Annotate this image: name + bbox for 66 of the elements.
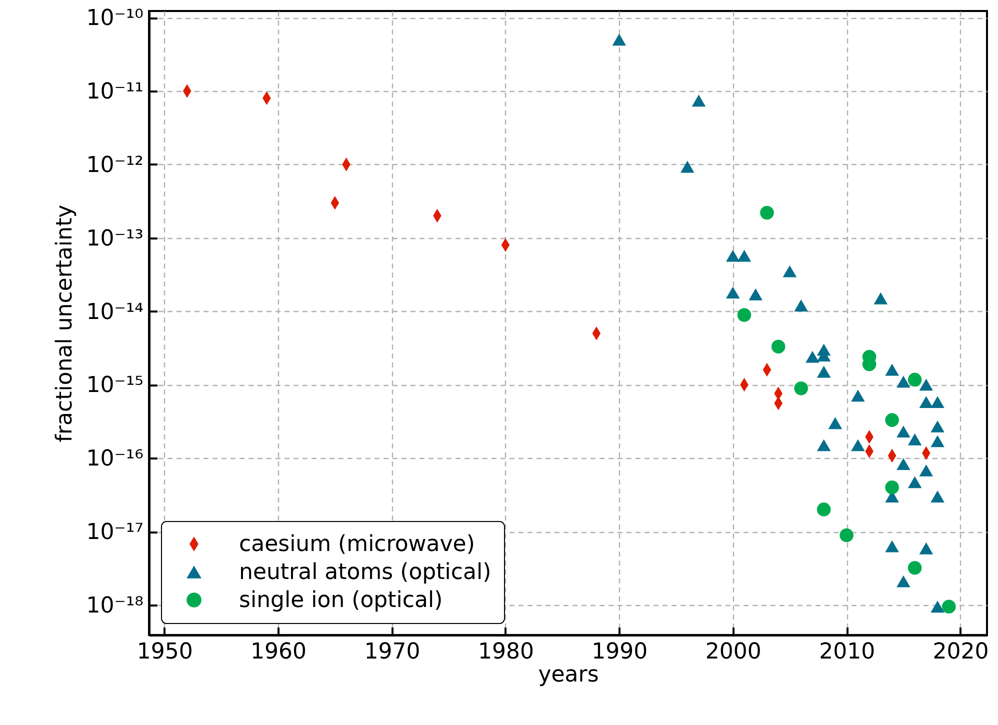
x-tick-label: 1990 [592,640,648,664]
legend-label: caesium (microwave) [239,532,475,557]
point [874,292,888,304]
x-tick-label: 1980 [478,640,534,664]
legend-label: neutral atoms (optical) [239,560,492,585]
point [680,160,694,173]
point [930,435,944,448]
x-tick-label: 1950 [136,640,193,664]
y-tick-label: 10⁻¹⁷ [86,520,144,546]
y-axis-title: fractional uncertainty [52,204,78,442]
point [816,502,831,516]
point [919,396,934,408]
y-tick-label: 10⁻¹⁸ [86,593,144,618]
point [919,464,934,476]
point [748,288,763,300]
point [726,286,740,299]
point [885,364,899,376]
point [692,94,706,107]
point [851,390,865,402]
point [828,417,842,430]
point [726,250,740,262]
point [896,458,910,470]
y-tick-label: 10⁻¹⁴ [86,300,144,325]
point [885,540,899,552]
y-tick-label: 10⁻¹⁰ [86,6,144,32]
point [942,600,956,614]
x-axis-title: years [538,662,599,688]
point [782,265,797,278]
point [908,476,922,488]
x-tick-label: 1960 [250,640,307,664]
point [930,490,944,502]
y-tick-label: 10⁻¹⁵ [86,373,144,398]
point [908,433,922,446]
point [885,413,899,427]
y-tick-label: 10⁻¹⁶ [86,446,144,472]
x-tick-label: 2010 [819,640,876,664]
point [794,382,808,396]
y-tick-label: 10⁻¹² [86,152,144,178]
point [919,542,934,554]
point [930,420,944,432]
point [816,439,831,452]
point [760,206,774,220]
point [896,575,910,588]
point [896,426,910,438]
point [930,600,944,613]
x-tick-label: 2000 [705,640,762,664]
point [737,250,752,262]
point [919,378,934,391]
point [612,34,626,46]
point [885,480,899,494]
x-tick-label: 2020 [932,640,989,664]
y-tick-label: 10⁻¹¹ [86,80,144,105]
point [816,366,831,378]
point [771,340,786,354]
point [908,372,922,387]
point [851,439,865,452]
point [930,396,944,408]
point [737,308,752,322]
point [794,300,808,312]
point [896,376,910,388]
x-tick-label: 1970 [364,640,420,664]
y-tick-label: 10⁻¹³ [86,226,144,252]
point [908,561,922,575]
point [806,350,820,363]
point [840,528,854,542]
legend-label: single ion (optical) [239,588,443,613]
